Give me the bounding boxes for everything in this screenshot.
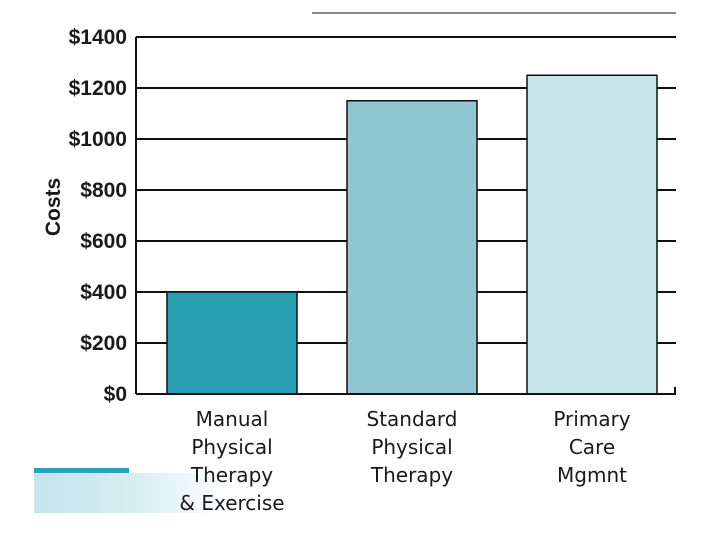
y-tick-label: $400	[80, 281, 127, 304]
y-tick-label: $0	[104, 383, 127, 406]
x-tick-label: Manual Physical Therapy & Exercise	[179, 407, 284, 515]
bar	[166, 291, 298, 395]
top-rule	[312, 12, 676, 14]
x-tick-labels: Manual Physical Therapy & Exercise Standard P…	[179, 407, 630, 515]
bar	[526, 74, 658, 395]
x-tick-label: Standard Physical Therapy	[367, 407, 458, 487]
y-tick-label: $1200	[69, 77, 127, 100]
accent-bar	[34, 468, 129, 473]
y-tick-label: $600	[80, 230, 127, 253]
bar	[346, 100, 478, 395]
y-tick-label: $1400	[69, 26, 127, 49]
y-tick-labels: $0 $200 $400 $600 $800 $1000 $1200 $1400	[69, 26, 127, 406]
gradient-block	[34, 473, 224, 513]
y-tick-label: $200	[80, 332, 127, 355]
axes	[135, 37, 676, 395]
y-tick-label: $1000	[69, 128, 127, 151]
x-tick-label: Primary Care Mgmnt	[553, 407, 630, 487]
y-axis-label: Costs	[42, 178, 65, 236]
bars	[166, 74, 658, 395]
y-tick-label: $800	[80, 179, 127, 202]
